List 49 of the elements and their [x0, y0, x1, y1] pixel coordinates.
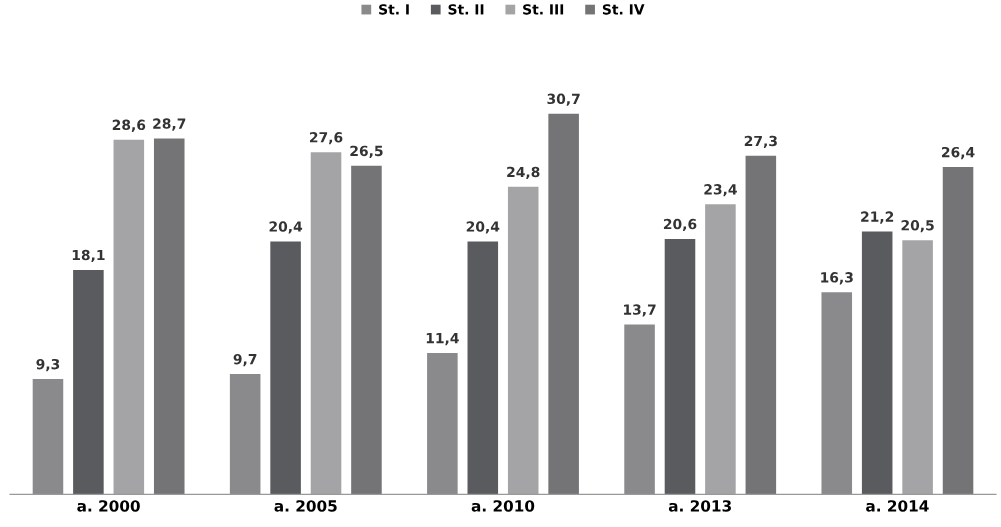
bar: [153, 138, 185, 495]
bar: [467, 241, 499, 495]
legend-label: St. IV: [602, 4, 645, 15]
bar: [351, 165, 382, 495]
bar: [427, 352, 458, 495]
data-label: 20,6: [663, 218, 697, 232]
data-label: 30,7: [547, 93, 580, 106]
data-label: 26,5: [350, 145, 383, 158]
bar: [745, 155, 777, 495]
bar: [229, 374, 261, 495]
bar: [821, 292, 853, 495]
bar: [270, 241, 301, 495]
data-label: 11,4: [426, 333, 459, 346]
x-tick-label: a. 2014: [866, 500, 929, 512]
bar: [705, 204, 736, 495]
bar: [902, 240, 933, 495]
data-label: 13,7: [623, 304, 656, 317]
data-label: 20,4: [269, 221, 303, 234]
legend-label: St. II: [448, 4, 484, 15]
data-label: 28,6: [112, 119, 146, 132]
data-label: 24,8: [507, 166, 540, 179]
bar: [73, 269, 104, 495]
x-tick-label: a. 2013: [668, 500, 731, 512]
data-label: 28,7: [153, 118, 186, 131]
data-label: 9,7: [233, 353, 257, 367]
data-label: 21,2: [861, 211, 894, 224]
data-label: 26,4: [942, 146, 975, 160]
data-label: 9,3: [36, 358, 60, 372]
data-label: 20,5: [901, 220, 934, 233]
bar: [310, 152, 342, 495]
bar: [861, 231, 893, 495]
x-tick-label: a. 2010: [471, 500, 535, 512]
legend-label: St. I: [379, 4, 409, 15]
data-label: 27,6: [309, 132, 343, 145]
bar: [548, 113, 579, 495]
bar: [507, 186, 539, 495]
data-label: 18,1: [72, 249, 105, 263]
bar: [664, 238, 696, 495]
data-label: 16,3: [821, 272, 853, 285]
legend-label: St. III: [523, 4, 564, 15]
bar: [624, 324, 655, 495]
bar: [32, 379, 64, 495]
data-label: 23,4: [704, 184, 737, 197]
bar: [113, 139, 145, 495]
data-label: 20,4: [466, 221, 500, 234]
x-tick-label: a. 2005: [274, 500, 337, 512]
x-tick-label: a. 2000: [77, 500, 140, 512]
data-label: 27,3: [744, 135, 777, 149]
bar: [942, 167, 974, 495]
